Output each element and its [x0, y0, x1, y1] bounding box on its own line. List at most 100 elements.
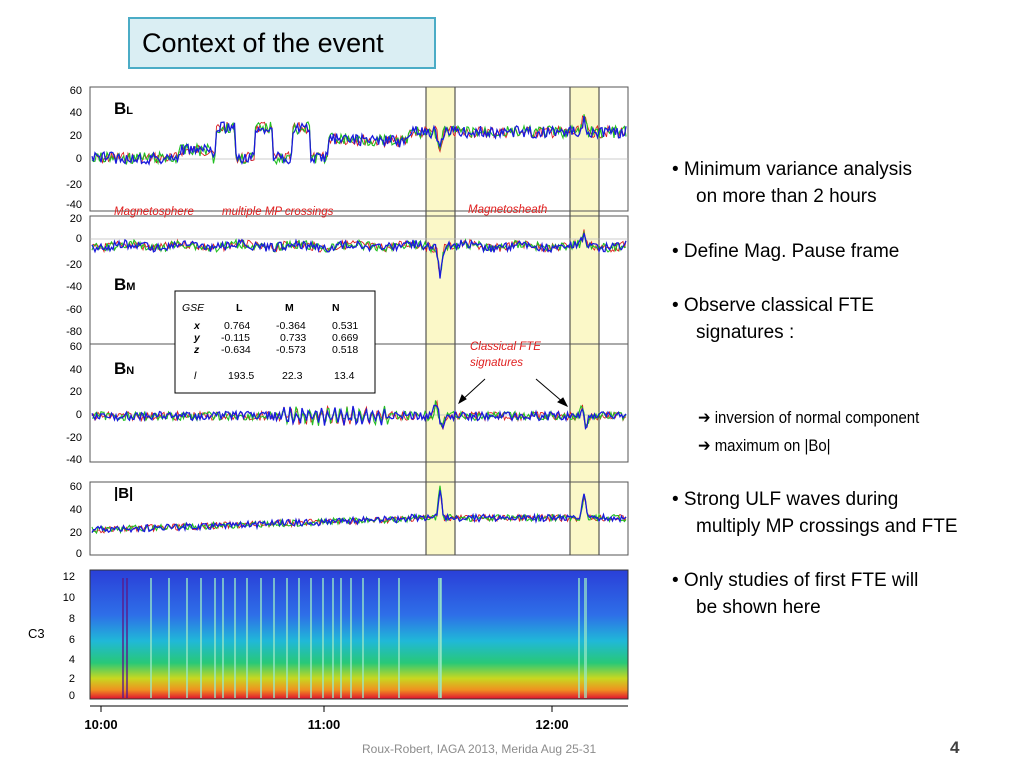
gse-cell: 22.3	[282, 370, 303, 382]
bl-ytick: 60	[70, 85, 82, 97]
spectrogram-streak	[398, 578, 400, 698]
panel-frame-bl	[89, 86, 629, 212]
sub-bullet: ➔ inversion of normal component	[698, 404, 919, 431]
bullet-text: • Define Mag. Pause frame	[672, 241, 900, 262]
spectrogram-streak	[340, 578, 342, 698]
gse-axis: l	[194, 370, 197, 382]
spec-ytick: 2	[69, 673, 75, 685]
spectrogram-streak	[222, 578, 224, 698]
bm-ytick: -80	[66, 326, 82, 338]
xtick-label: 10:00	[84, 717, 117, 732]
sub-bullet-text: inversion of normal component	[714, 408, 920, 427]
bl-ytick: -20	[66, 179, 82, 191]
bn-ytick: 60	[70, 341, 82, 353]
gse-cell: -0.364	[276, 320, 306, 332]
spectrogram-streak	[438, 578, 441, 698]
fte-annotation-line2: signatures	[470, 357, 523, 369]
gse-header: GSE	[182, 302, 205, 314]
spectrogram-streak	[273, 578, 275, 698]
bm-trace	[91, 229, 627, 275]
magnetometer-figure: 60 40 20 0 -20 -40 20 0 -20 -40 -60 -80 …	[28, 85, 629, 732]
gse-cell: 0.518	[332, 344, 358, 356]
gse-header: N	[332, 302, 340, 314]
bn-trace	[91, 404, 627, 431]
slide-title-text: Context of the event	[142, 27, 384, 58]
bn-label: BN	[114, 359, 134, 378]
bl-ytick: 20	[70, 130, 82, 142]
spectrogram-streak	[584, 578, 587, 698]
slide-footer: Roux-Robert, IAGA 2013, Merida Aug 25-31	[362, 742, 597, 756]
bn-ytick: 0	[76, 409, 82, 421]
spec-ytick: 6	[69, 634, 75, 646]
gse-cell: -0.115	[221, 332, 250, 344]
arrow-icon: ➔	[698, 436, 711, 455]
arrow-icon: ➔	[698, 408, 711, 427]
spectrogram-streak	[234, 578, 236, 698]
bm-ytick: 20	[70, 213, 82, 225]
spectrogram-streak	[310, 578, 312, 698]
xtick-label: 12:00	[535, 717, 568, 732]
spectrogram-streak	[150, 578, 152, 698]
bl-ytick: 0	[76, 153, 82, 165]
magnetosphere-label: Magnetosphere	[114, 206, 194, 218]
bullet-text: • Strong ULF waves during	[672, 489, 899, 510]
spectrogram-streak	[200, 578, 202, 698]
gse-cell: 0.733	[280, 332, 306, 344]
bn-ytick: -40	[66, 454, 82, 466]
spectrogram-streak	[298, 578, 300, 698]
b-ytick: 60	[70, 481, 82, 493]
fte-annotation-line1: Classical FTE	[470, 341, 541, 353]
spectrogram-streak	[378, 578, 380, 698]
b-ytick: 0	[76, 548, 82, 560]
bm-ytick: -20	[66, 259, 82, 271]
spec-ytick: 0	[69, 690, 75, 702]
spectrogram-streak	[214, 578, 216, 698]
bn-ytick: 40	[70, 364, 82, 376]
bullet-item: • Strong ULF waves during multiply MP cr…	[672, 486, 958, 540]
bullet-text-cont: on more than 2 hours	[696, 186, 877, 207]
gse-header: L	[236, 302, 243, 314]
b-trace	[91, 488, 627, 534]
bl-ytick: -40	[66, 199, 82, 211]
gse-axis: y	[193, 332, 201, 344]
spectrogram-streak	[322, 578, 324, 698]
panel-frame-b	[89, 481, 629, 556]
bm-ytick: -40	[66, 281, 82, 293]
page-number: 4	[950, 738, 960, 757]
bm-trace	[91, 233, 627, 279]
spec-ytick: 10	[63, 592, 75, 604]
spectrogram-streak	[286, 578, 288, 698]
magnetosheath-label: Magnetosheath	[468, 204, 547, 216]
bn-ytick: -20	[66, 432, 82, 444]
bl-label: BL	[114, 99, 133, 118]
bullet-text-cont: multiply MP crossings and FTE	[696, 516, 958, 537]
spectrogram-streak	[168, 578, 170, 698]
gse-cell: -0.573	[276, 344, 306, 356]
sub-bullet: ➔ maximum on |Bo|	[698, 432, 831, 459]
bm-ytick: -60	[66, 304, 82, 316]
b-label: |B|	[114, 485, 133, 502]
gse-cell: 0.764	[224, 320, 250, 332]
bn-ytick: 20	[70, 386, 82, 398]
mp-crossings-label: multiple MP crossings	[222, 206, 334, 218]
bl-trace	[91, 116, 627, 166]
spectrogram-streak	[260, 578, 262, 698]
c3-label: C3	[28, 626, 45, 641]
gse-header: M	[285, 302, 294, 314]
spectrogram-streak	[350, 578, 352, 698]
bullet-text: • Observe classical FTE	[672, 295, 874, 316]
spectrogram	[89, 569, 629, 700]
bullet-item: • Minimum variance analysis on more than…	[672, 156, 912, 210]
spectrogram-streak	[440, 578, 442, 698]
spectrogram-streak	[186, 578, 188, 698]
spectrogram-streak	[332, 578, 334, 698]
xtick-label: 11:00	[308, 717, 341, 732]
bullet-text-cont: signatures :	[696, 322, 795, 343]
bl-ytick: 40	[70, 107, 82, 119]
gse-cell: 193.5	[228, 370, 254, 382]
bullet-text: • Only studies of first FTE will	[672, 570, 919, 591]
gse-table: GSE L M N x 0.764 -0.364 0.531 y -0.115 …	[174, 290, 376, 394]
spec-ytick: 12	[63, 571, 75, 583]
slide-title: Context of the event	[128, 17, 436, 69]
b-ytick: 40	[70, 504, 82, 516]
